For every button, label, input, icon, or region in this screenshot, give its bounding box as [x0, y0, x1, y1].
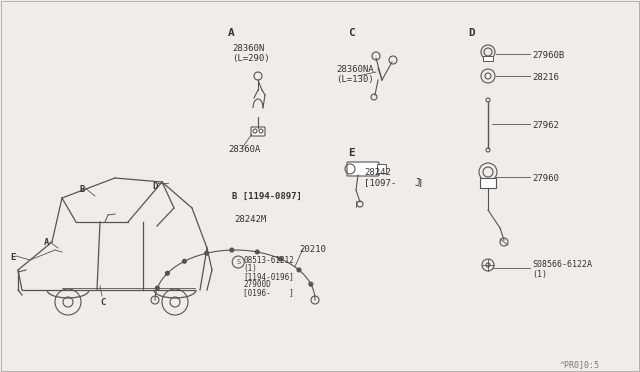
Circle shape — [165, 271, 170, 275]
FancyBboxPatch shape — [483, 56, 493, 61]
Text: S08566-6122A: S08566-6122A — [532, 260, 592, 269]
Text: 20210: 20210 — [299, 245, 326, 254]
FancyBboxPatch shape — [378, 164, 387, 173]
Text: 08513-61212: 08513-61212 — [243, 256, 294, 265]
Circle shape — [278, 257, 282, 261]
Circle shape — [182, 259, 186, 263]
Text: 27900D: 27900D — [243, 280, 271, 289]
Text: 28360NA: 28360NA — [336, 65, 374, 74]
Circle shape — [230, 248, 234, 252]
FancyBboxPatch shape — [480, 178, 496, 188]
Circle shape — [156, 286, 159, 290]
FancyBboxPatch shape — [347, 162, 379, 176]
Text: E: E — [10, 253, 15, 262]
Text: C: C — [348, 28, 355, 38]
Text: B [1194-0897]: B [1194-0897] — [232, 192, 302, 201]
Text: J: J — [414, 178, 420, 188]
Text: [1097-    ]: [1097- ] — [364, 178, 423, 187]
Text: S: S — [236, 259, 241, 265]
Text: (L=290): (L=290) — [232, 54, 269, 63]
Circle shape — [309, 282, 313, 286]
Text: 28360A: 28360A — [228, 145, 260, 154]
Text: B: B — [79, 185, 84, 194]
Text: ^PR0]0:5: ^PR0]0:5 — [560, 360, 600, 369]
Text: 28360N: 28360N — [232, 44, 264, 53]
Circle shape — [297, 268, 301, 272]
Text: 28242M: 28242M — [234, 215, 266, 224]
Text: E: E — [348, 148, 355, 158]
Text: (1): (1) — [243, 264, 257, 273]
Text: [1194-0196]: [1194-0196] — [243, 272, 294, 281]
Text: 27960B: 27960B — [532, 51, 564, 60]
Text: D: D — [152, 182, 157, 191]
Circle shape — [205, 251, 209, 255]
Text: 28216: 28216 — [532, 73, 559, 82]
Text: [0196-    ]: [0196- ] — [243, 288, 294, 297]
Text: A: A — [44, 238, 49, 247]
Text: A: A — [228, 28, 235, 38]
Text: 28242: 28242 — [364, 168, 391, 177]
Text: (1): (1) — [532, 270, 547, 279]
FancyBboxPatch shape — [251, 127, 265, 136]
Circle shape — [255, 250, 259, 254]
Text: C: C — [100, 298, 106, 307]
Text: 27962: 27962 — [532, 121, 559, 130]
Text: (L=130): (L=130) — [336, 75, 374, 84]
Text: D: D — [468, 28, 475, 38]
Text: 27960: 27960 — [532, 174, 559, 183]
